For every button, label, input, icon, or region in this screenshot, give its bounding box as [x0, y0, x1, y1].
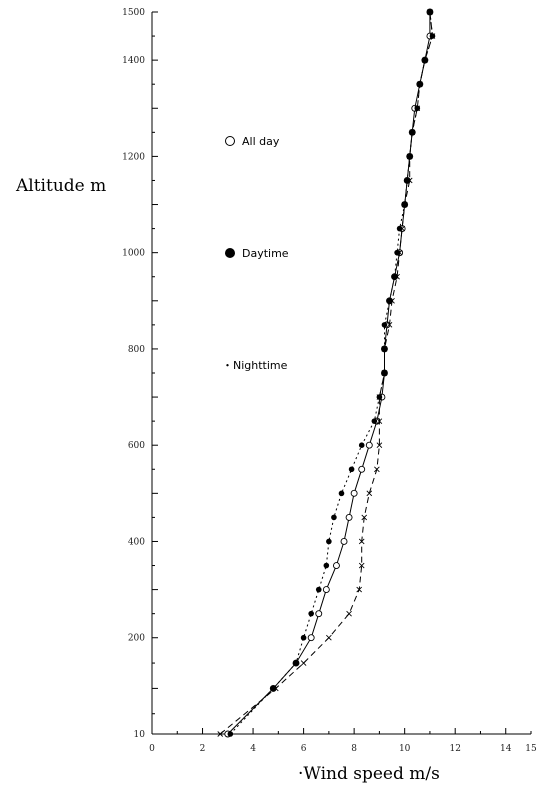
data-point	[358, 538, 365, 545]
legend-label: ・Nighttime	[222, 359, 288, 372]
y-axis-title: Altitude m	[15, 176, 106, 196]
y-tick-label: 1500	[122, 8, 145, 18]
data-point	[376, 442, 383, 449]
data-point	[340, 538, 348, 545]
data-point	[374, 466, 380, 473]
series-nighttime	[217, 9, 436, 737]
series-line	[219, 11, 434, 735]
legend-label: Daytime	[242, 247, 289, 260]
data-point	[307, 634, 315, 642]
data-point	[300, 660, 307, 666]
data-point	[332, 562, 340, 569]
data-point	[394, 273, 400, 280]
x-tick-label: 12	[449, 744, 460, 754]
data-point	[409, 129, 416, 136]
legend-marker	[225, 136, 235, 146]
data-point	[429, 33, 436, 39]
x-tick-label: 4	[250, 744, 256, 754]
axes: 10 200 400 600 800 1000 1200 1400 1500 0 2 4 6 8 10 12 1…	[122, 8, 537, 754]
data-point	[358, 562, 365, 569]
data-point	[366, 490, 373, 497]
series-line	[227, 12, 431, 735]
legend: All day Daytime ・Nighttime	[222, 135, 289, 372]
data-point	[381, 346, 388, 352]
data-point	[365, 441, 373, 449]
x-tick-label: 14	[500, 744, 512, 754]
y-tick-label: 1200	[122, 152, 145, 162]
data-point	[227, 731, 234, 737]
data-point	[422, 57, 428, 63]
data-point	[356, 586, 363, 593]
data-point	[376, 418, 383, 424]
series-all-day	[224, 8, 434, 738]
data-point	[331, 514, 337, 521]
legend-label: All day	[242, 135, 280, 148]
data-point	[406, 153, 413, 160]
x-tick-label: 2	[200, 744, 206, 754]
data-point	[322, 586, 330, 594]
data-point	[345, 513, 353, 521]
data-point	[326, 538, 332, 545]
data-point	[323, 562, 330, 569]
data-point	[315, 586, 322, 593]
data-point	[427, 9, 433, 15]
x-tick-label: 0	[149, 744, 155, 754]
data-point	[315, 610, 323, 618]
data-point	[376, 394, 383, 400]
data-point	[399, 225, 405, 232]
data-point	[338, 490, 345, 497]
x-tick-label: 10	[399, 744, 411, 754]
y-tick-label: 400	[128, 537, 145, 547]
x-axis-title: ·Wind speed m/s	[298, 764, 440, 784]
data-point	[406, 177, 413, 184]
y-tick-label: 1000	[122, 249, 145, 259]
data-point	[348, 466, 355, 473]
data-point	[293, 660, 299, 666]
data-point	[300, 634, 307, 641]
data-point	[326, 634, 332, 641]
data-point	[350, 489, 358, 497]
data-point	[414, 105, 421, 112]
x-tick-label: 6	[301, 744, 307, 754]
data-point	[401, 201, 408, 208]
series-layer	[217, 8, 436, 738]
data-point	[361, 514, 368, 521]
y-tick-label: 800	[128, 345, 145, 355]
y-tick-label: 200	[128, 634, 145, 644]
data-point	[396, 249, 403, 256]
data-point	[381, 370, 388, 376]
x-tick-label: 15	[525, 744, 537, 754]
y-tick-label: 600	[128, 441, 145, 451]
x-tick-label: 8	[351, 744, 357, 754]
data-point	[217, 731, 224, 737]
data-point	[386, 322, 393, 328]
series-line	[229, 11, 434, 735]
series-daytime	[227, 9, 436, 737]
y-tick-label: 10	[134, 730, 146, 740]
data-point	[358, 442, 365, 449]
data-point	[272, 685, 279, 692]
data-point	[371, 418, 378, 424]
legend-marker	[225, 248, 235, 258]
data-point	[381, 322, 388, 328]
data-point	[358, 465, 366, 473]
data-point	[389, 297, 395, 304]
y-tick-label: 1400	[122, 56, 145, 66]
data-point	[346, 610, 352, 617]
data-point	[417, 81, 423, 88]
data-point	[308, 610, 314, 617]
